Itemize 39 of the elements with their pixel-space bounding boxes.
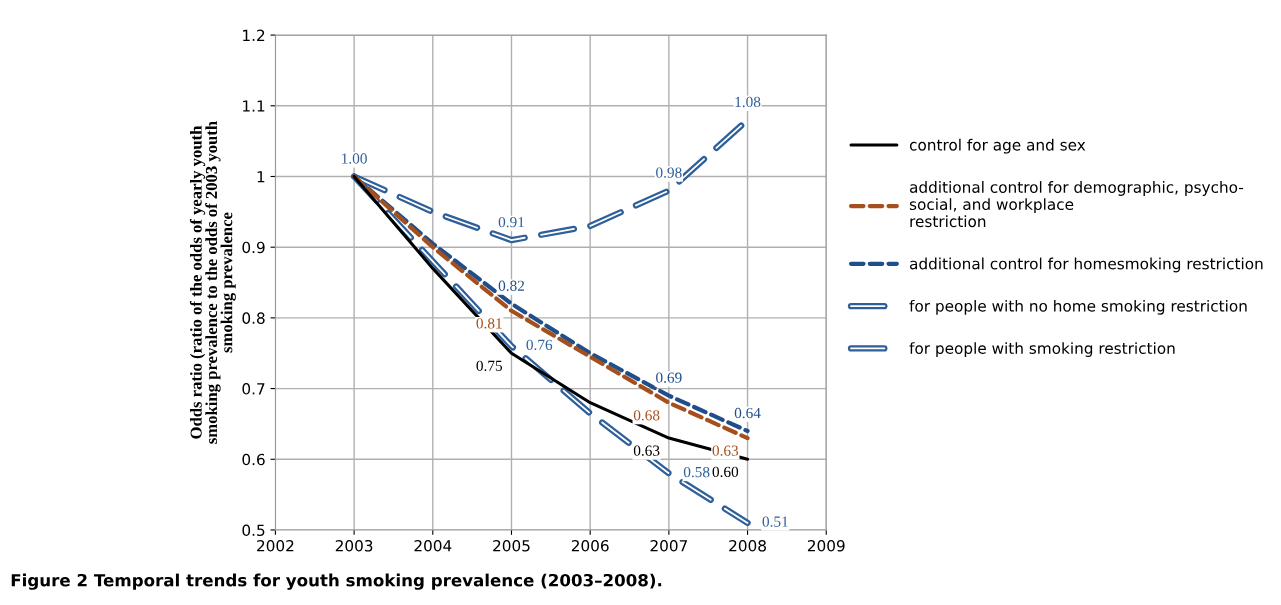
data-label: 0.91 — [498, 216, 524, 228]
data-label: 0.58 — [683, 466, 710, 478]
y-tick-label: 0.7 — [242, 383, 265, 395]
x-tick-label: 2003 — [335, 539, 373, 552]
data-label: 0.63 — [633, 445, 660, 456]
data-label: 0.75 — [476, 360, 503, 372]
x-tick-label: 2008 — [729, 539, 766, 552]
legend-label: additional control for homesmoking restriction — [909, 257, 1263, 273]
legend-label: for people with no home smoking restriction — [909, 299, 1247, 315]
legend-label: additional control for demographic, psycho-social, and workplace restriction — [909, 181, 1244, 228]
y-tick-label: 0.6 — [242, 453, 265, 466]
data-label: 0.81 — [476, 318, 502, 329]
x-tick-label: 2007 — [650, 539, 687, 552]
data-label: 0.60 — [712, 466, 739, 478]
legend-label: for people with smoking restriction — [909, 342, 1175, 357]
y-tick-label: 0.5 — [242, 524, 265, 536]
y-tick-label: 1.2 — [243, 29, 265, 41]
data-label: 1.00 — [342, 153, 367, 164]
data-label: 0.82 — [498, 280, 525, 291]
data-label: 0.68 — [633, 410, 660, 421]
y-tick-label: 1.1 — [243, 100, 265, 112]
y-axis-title: Odds ratio (ratio of the odds of yearly youth smoking prevalence to the odds of 2003 youth smoking prevalence — [189, 121, 236, 444]
data-label: 0.98 — [656, 167, 682, 178]
x-tick-label: 2002 — [257, 539, 294, 552]
data-label: 1.08 — [735, 96, 761, 108]
data-label: 0.69 — [656, 372, 682, 383]
data-label: 0.63 — [712, 445, 739, 456]
x-tick-label: 2005 — [493, 539, 530, 552]
caption: Figure 2 Temporal trends for youth smoking prevalence (2003–2008). — [11, 573, 662, 590]
x-tick-label: 2009 — [807, 539, 845, 552]
x-tick-label: 2004 — [414, 539, 452, 552]
x-tick-label: 2006 — [571, 539, 609, 552]
data-label: 0.64 — [734, 407, 761, 419]
y-tick-label: 0.8 — [242, 312, 265, 324]
legend-label: control for age and sex — [909, 138, 1086, 154]
data-label: 0.76 — [526, 339, 553, 351]
y-tick-label: 0.9 — [242, 241, 265, 254]
data-label: 0.51 — [762, 516, 788, 527]
y-tick-label: 1 — [257, 171, 265, 183]
